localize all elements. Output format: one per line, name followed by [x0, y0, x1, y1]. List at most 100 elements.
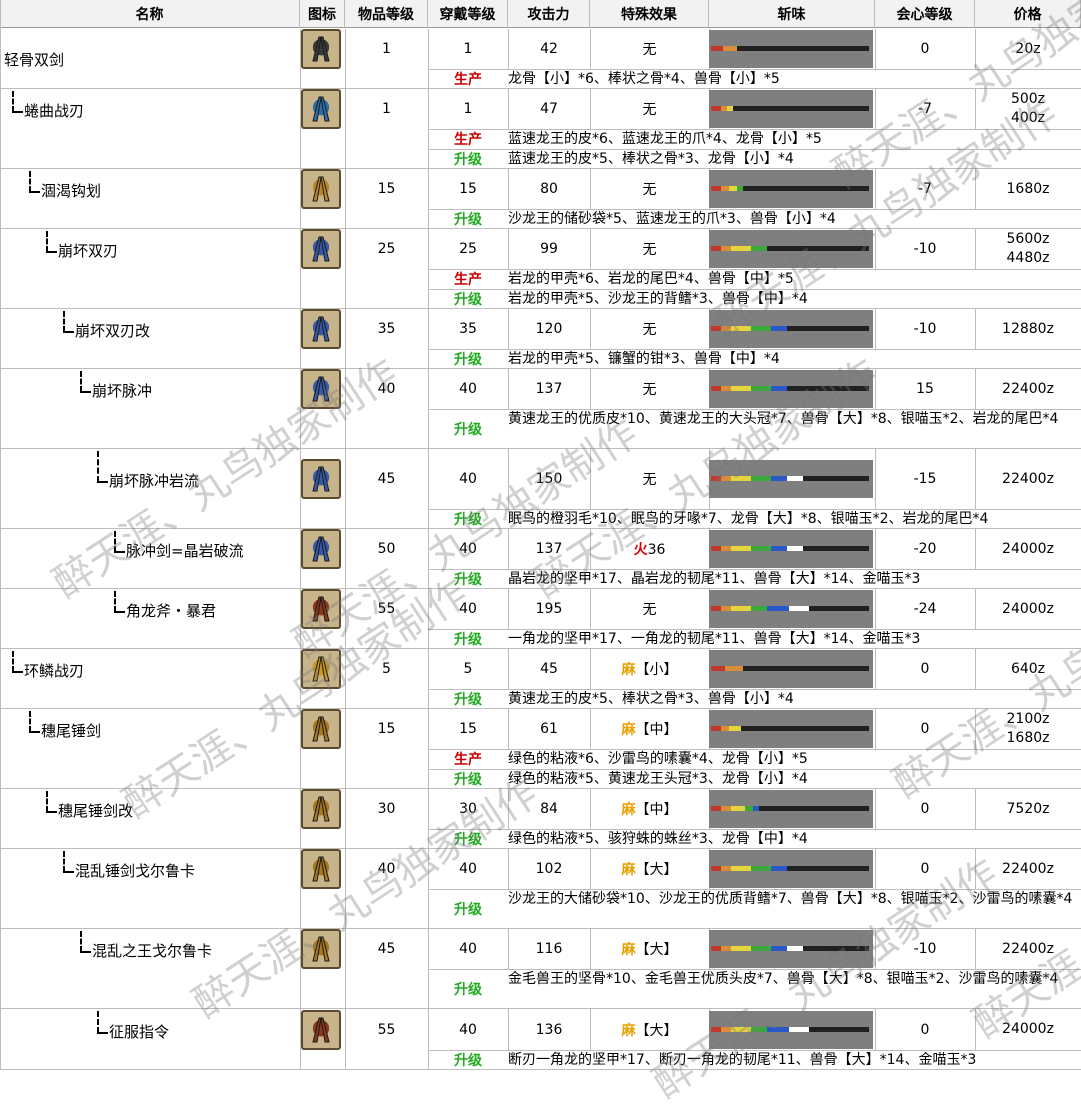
grid-line — [875, 169, 876, 209]
affinity-value: 0 — [920, 1021, 930, 1038]
sharpness-bar — [711, 186, 869, 191]
weapon-name: 混乱锤剑戈尔鲁卡 — [75, 862, 196, 880]
sharpness-segment — [731, 326, 751, 331]
special-effect-value: 无 — [642, 322, 657, 338]
sharpness-segment — [767, 1027, 789, 1032]
sharpness-segment — [729, 186, 737, 191]
sharpness-segment — [771, 386, 787, 391]
rarity-value: 45 — [377, 941, 396, 957]
row-divider — [0, 88, 1081, 89]
tree-branch-horizontal — [97, 1032, 108, 1034]
upgrade-label: 升级 — [454, 692, 482, 708]
materials-text: 金毛兽王的坚骨*10、金毛兽王优质头皮*7、兽骨【大】*8、银喵玉*2、沙雷鸟的… — [508, 971, 1059, 987]
attack-value: 137 — [535, 541, 563, 557]
sharpness-segment — [751, 326, 771, 331]
attack-value: 61 — [540, 721, 558, 737]
wear-level-value: 1 — [463, 41, 473, 57]
grid-line — [975, 649, 976, 689]
grid-line — [875, 589, 876, 629]
tree-branch-horizontal — [12, 671, 23, 673]
attack-value: 45 — [540, 661, 558, 677]
weapon-name: 蜷曲战刃 — [24, 102, 85, 120]
tree-branch-vertical — [46, 791, 48, 812]
row-divider — [0, 788, 1081, 789]
affinity-value: -7 — [918, 101, 932, 117]
materials-text: 沙龙王的储砂袋*5、蓝速龙王的爪*3、兽骨【小】*4 — [508, 211, 836, 227]
affinity-value: -7 — [918, 181, 932, 197]
grid-line — [508, 929, 509, 969]
weapon-row: 角龙斧・暴君 55 40 195 无 -24 24000z 升级 一角龙的坚甲*17、一角龙的韧… — [0, 589, 1081, 649]
grid-line — [300, 309, 301, 369]
grid-line — [345, 649, 346, 709]
wear-level-value: 40 — [459, 471, 477, 487]
attack-value: 150 — [535, 471, 563, 487]
weapon-row: 崩坏双刃改 35 35 120 无 -10 12880z 升级 岩龙的甲壳*5、镰蟹的钳*3、兽… — [0, 309, 1081, 369]
rarity-value: 15 — [377, 721, 396, 737]
weapon-name: 脉冲剑=晶岩破流 — [126, 542, 244, 560]
tree-branch-horizontal — [114, 611, 125, 613]
grid-line — [300, 449, 301, 529]
sharpness-segment — [731, 806, 745, 811]
affinity-value: 15 — [916, 381, 934, 397]
grid-line — [508, 169, 509, 209]
wing-blades-icon — [301, 459, 341, 499]
rarity-value: 55 — [377, 1021, 396, 1038]
grid-line — [875, 449, 876, 509]
header-col-affinity: 会心等级 — [875, 0, 975, 28]
materials-text: 绿色的粘液*5、黄速龙王头冠*3、龙骨【小】*4 — [508, 771, 808, 787]
grid-line — [300, 709, 301, 789]
sharpness-segment — [737, 186, 743, 191]
stats-divider — [428, 1050, 1081, 1051]
sharpness-segment — [731, 606, 751, 611]
affinity-value: 0 — [920, 861, 930, 877]
row-divider — [0, 368, 1081, 369]
special-effect-value: 火36 — [590, 529, 709, 569]
price-line: 22400z — [1002, 860, 1054, 877]
sharpness-segment — [711, 946, 721, 951]
row-divider — [0, 708, 1081, 709]
price-value: 24000z — [975, 589, 1081, 629]
grid-line — [975, 309, 976, 349]
sharpness-segment — [721, 326, 731, 331]
sharpness-segment — [721, 546, 731, 551]
rarity-value: 50 — [377, 541, 396, 557]
attack-value: 102 — [535, 861, 563, 877]
sharpness-segment — [731, 546, 751, 551]
special-effect-value: 麻【大】 — [590, 849, 709, 889]
attack-value: 47 — [540, 101, 558, 117]
rarity-value: 1 — [382, 41, 391, 57]
header-col-name: 名称 — [0, 0, 300, 28]
grid-line — [875, 1009, 876, 1050]
grid-line — [300, 649, 301, 709]
sharpness-segment — [711, 726, 721, 731]
upgrade-label: 升级 — [454, 352, 482, 368]
axe-blades-icon — [301, 589, 341, 629]
special-effect-value: 无 — [642, 382, 657, 398]
sharpness-segment — [751, 1027, 767, 1032]
grid-line — [345, 789, 346, 849]
grid-line — [875, 849, 876, 889]
weapon-row: 涸渴钩划 15 15 80 无 -7 1680z 升级 沙龙王的储砂袋*5、蓝速龙王的爪*3、兽… — [0, 169, 1081, 229]
grid-line — [508, 229, 509, 269]
materials-text: 断刃一角龙的坚甲*17、断刃一角龙的韧尾*11、兽骨【大】*14、金喵玉*3 — [508, 1052, 977, 1068]
hammer-blades-icon — [301, 929, 341, 969]
price-line: 22400z — [1002, 380, 1054, 397]
wear-level-value: 40 — [459, 861, 477, 877]
wear-level-value: 25 — [459, 241, 477, 257]
rarity-value: 55 — [377, 601, 396, 617]
materials-text: 岩龙的甲壳*5、镰蟹的钳*3、兽骨【中】*4 — [508, 351, 780, 367]
price-value: 7520z — [975, 789, 1081, 829]
price-line: 400z — [1010, 110, 1046, 126]
grid-line — [508, 849, 509, 889]
price-value: 12880z — [975, 309, 1081, 349]
sharpness-segment — [787, 476, 803, 481]
grid-line — [590, 1009, 591, 1050]
hook-blades-icon — [301, 169, 341, 209]
sharpness-segment — [751, 246, 767, 251]
stats-divider — [428, 269, 1081, 270]
weapon-name: 崩坏双刃改 — [75, 322, 151, 340]
grid-line — [300, 929, 301, 1009]
weapon-name: 崩坏脉冲岩流 — [109, 472, 200, 490]
sharpness-segment — [711, 666, 725, 671]
sharpness-segment — [731, 246, 751, 251]
